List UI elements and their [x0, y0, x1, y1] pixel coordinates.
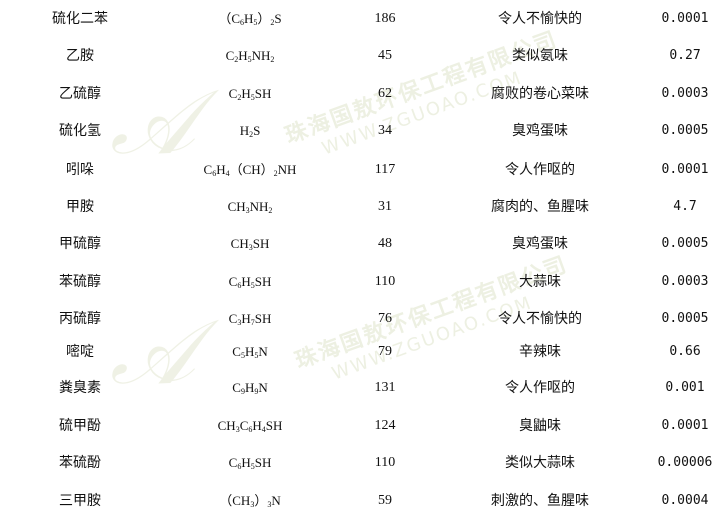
- odor-description: 令人不愉快的: [498, 11, 582, 27]
- compound-name: 硫化二苯: [52, 11, 108, 27]
- odor-description: 类似大蒜味: [505, 455, 575, 471]
- odor-threshold: 0.66: [669, 344, 701, 359]
- odor-description: 腐肉的、鱼腥味: [491, 199, 589, 215]
- compound-name: 三甲胺: [59, 493, 101, 509]
- molecular-weight: 45: [378, 48, 392, 63]
- chemical-formula: CH3NH2: [227, 199, 273, 215]
- table-row: 硫甲酚 CH3C6H4SH 124 臭鼬味 0.0001: [0, 411, 725, 441]
- odor-threshold: 0.27: [669, 48, 701, 63]
- compound-name: 苯硫酚: [59, 455, 101, 471]
- molecular-weight: 79: [378, 344, 392, 359]
- table-row: 硫化二苯 （C6H5）2S 186 令人不愉快的 0.0001: [0, 4, 725, 34]
- table-row: 嘧啶 C5H5N 79 辛辣味 0.66: [0, 337, 725, 367]
- molecular-weight: 131: [374, 380, 396, 395]
- chemical-formula: C6H5SH: [228, 274, 272, 290]
- odor-description: 令人作呕的: [505, 162, 575, 178]
- table-row: 乙胺 C2H5NH2 45 类似氨味 0.27: [0, 41, 725, 71]
- odor-description: 臭鸡蛋味: [512, 236, 568, 252]
- molecular-weight: 110: [374, 455, 396, 470]
- chemical-formula: C5H5N: [232, 344, 268, 360]
- compound-name: 乙硫醇: [59, 86, 101, 102]
- odor-threshold: 0.0001: [661, 162, 709, 177]
- odor-description: 辛辣味: [519, 344, 561, 360]
- compound-name: 苯硫醇: [59, 274, 101, 290]
- odor-threshold: 0.0005: [661, 236, 709, 251]
- compound-name: 丙硫醇: [59, 311, 101, 327]
- odor-description: 令人作呕的: [505, 380, 575, 396]
- table-row: 乙硫醇 C2H5SH 62 腐败的卷心菜味 0.0003: [0, 79, 725, 109]
- odor-threshold: 0.00006: [657, 455, 713, 470]
- table-row: 三甲胺 （CH3）3N 59 刺激的、鱼腥味 0.0004: [0, 486, 725, 516]
- odor-description: 令人不愉快的: [498, 311, 582, 327]
- table-row: 苯硫酚 C6H5SH 110 类似大蒜味 0.00006: [0, 448, 725, 478]
- compound-name: 甲硫醇: [59, 236, 101, 252]
- compound-name: 硫甲酚: [59, 418, 101, 434]
- chemical-formula: C6H5SH: [228, 455, 272, 471]
- table-row: 甲胺 CH3NH2 31 腐肉的、鱼腥味 4.7: [0, 192, 725, 222]
- molecular-weight: 76: [378, 311, 392, 326]
- odor-description: 腐败的卷心菜味: [491, 86, 589, 102]
- molecular-weight: 117: [374, 162, 396, 177]
- odor-threshold: 4.7: [673, 199, 697, 214]
- chemical-formula: H2S: [239, 123, 261, 139]
- odor-threshold: 0.0005: [661, 123, 709, 138]
- molecular-weight: 34: [378, 123, 392, 138]
- molecular-weight: 110: [374, 274, 396, 289]
- compound-name: 吲哚: [66, 162, 94, 178]
- odor-description: 类似氨味: [512, 48, 568, 64]
- odor-threshold: 0.0005: [661, 311, 709, 326]
- odor-threshold: 0.0001: [661, 418, 709, 433]
- compound-name: 硫化氢: [59, 123, 101, 139]
- chemical-formula: C9H9N: [232, 380, 268, 396]
- compound-name: 甲胺: [66, 199, 94, 215]
- table-row: 苯硫醇 C6H5SH 110 大蒜味 0.0003: [0, 267, 725, 297]
- chemical-formula: C6H4（CH）2NH: [203, 162, 297, 178]
- molecular-weight: 48: [378, 236, 392, 251]
- table-row: 甲硫醇 CH3SH 48 臭鸡蛋味 0.0005: [0, 229, 725, 259]
- molecular-weight: 31: [378, 199, 392, 214]
- molecular-weight: 124: [374, 418, 396, 433]
- chemical-formula: C2H5SH: [228, 86, 272, 102]
- table-row: 粪臭素 C9H9N 131 令人作呕的 0.001: [0, 373, 725, 403]
- odor-description: 臭鸡蛋味: [512, 123, 568, 139]
- chemical-formula: （CH3）3N: [219, 493, 281, 509]
- compound-name: 乙胺: [66, 48, 94, 64]
- molecular-weight: 59: [378, 493, 392, 508]
- odor-description: 臭鼬味: [519, 418, 561, 434]
- compound-name: 嘧啶: [66, 344, 94, 360]
- table-row: 吲哚 C6H4（CH）2NH 117 令人作呕的 0.0001: [0, 155, 725, 185]
- chemical-formula: CH3SH: [230, 236, 270, 252]
- table-row: 硫化氢 H2S 34 臭鸡蛋味 0.0005: [0, 116, 725, 146]
- odor-threshold: 0.001: [665, 380, 705, 395]
- compound-name: 粪臭素: [59, 380, 101, 396]
- odor-threshold: 0.0004: [661, 493, 709, 508]
- odor-threshold: 0.0003: [661, 86, 709, 101]
- chemical-formula: C3H7SH: [228, 311, 272, 327]
- odor-description: 大蒜味: [519, 274, 561, 290]
- molecular-weight: 186: [374, 11, 396, 26]
- odor-threshold: 0.0001: [661, 11, 709, 26]
- chemical-formula: （C6H5）2S: [218, 11, 282, 27]
- molecular-weight: 62: [378, 86, 392, 101]
- table-row: 丙硫醇 C3H7SH 76 令人不愉快的 0.0005: [0, 304, 725, 334]
- odor-description: 刺激的、鱼腥味: [491, 493, 589, 509]
- chemical-formula: C2H5NH2: [225, 48, 275, 64]
- chemical-formula: CH3C6H4SH: [217, 418, 283, 434]
- odor-threshold: 0.0003: [661, 274, 709, 289]
